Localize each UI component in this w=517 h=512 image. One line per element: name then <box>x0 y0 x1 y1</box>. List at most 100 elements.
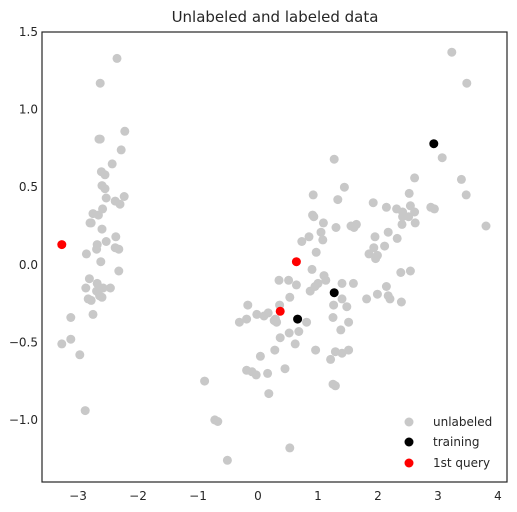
x-tick-label: 4 <box>494 489 502 503</box>
point-unlabeled <box>213 417 223 426</box>
point-unlabeled <box>348 278 358 288</box>
x-tick-label: 2 <box>374 489 382 503</box>
point-unlabeled <box>329 300 339 310</box>
point-unlabeled <box>120 126 130 136</box>
point-training <box>329 288 339 298</box>
legend-marker-training <box>404 437 414 447</box>
point-unlabeled <box>284 275 294 285</box>
point-unlabeled <box>119 192 129 201</box>
point-unlabeled <box>88 309 98 319</box>
point-unlabeled <box>447 47 457 57</box>
point-unlabeled <box>313 278 323 288</box>
point-unlabeled <box>222 455 232 465</box>
point-unlabeled <box>328 313 338 322</box>
point-unlabeled <box>398 212 408 222</box>
point-unlabeled <box>259 311 269 321</box>
point-unlabeled <box>285 292 295 302</box>
point-unlabeled <box>311 345 321 355</box>
point-unlabeled <box>410 218 420 228</box>
point-unlabeled <box>339 182 349 192</box>
point-unlabeled <box>410 173 420 183</box>
point-unlabeled <box>275 333 285 343</box>
point-unlabeled <box>331 223 341 232</box>
point-unlabeled <box>321 275 331 285</box>
legend-label-training: training <box>433 435 480 449</box>
y-tick-label: −0.5 <box>9 335 38 349</box>
y-tick-label: 0.5 <box>19 180 38 194</box>
x-tick-label: 3 <box>434 489 442 503</box>
point-unlabeled <box>291 280 301 290</box>
point-unlabeled <box>105 283 115 293</box>
point-unlabeled <box>336 325 346 335</box>
point-unlabeled <box>96 257 106 267</box>
point-unlabeled <box>200 376 210 386</box>
point-unlabeled <box>280 364 290 374</box>
plot-frame <box>41 31 508 483</box>
point-unlabeled <box>337 294 347 304</box>
point-unlabeled <box>371 254 381 264</box>
point-unlabeled <box>66 334 76 344</box>
point-unlabeled <box>330 381 340 391</box>
point-unlabeled <box>116 145 126 155</box>
point-unlabeled <box>81 283 91 293</box>
point-unlabeled <box>234 317 244 327</box>
point-unlabeled <box>97 224 107 234</box>
point-unlabeled <box>290 339 300 349</box>
point-unlabeled <box>81 249 91 259</box>
legend-marker-unlabeled <box>404 417 414 427</box>
point-unlabeled <box>396 297 406 307</box>
point-unlabeled <box>404 188 414 198</box>
chart-title: Unlabeled and labeled data <box>172 8 379 26</box>
point-unlabeled <box>92 244 102 254</box>
point-unlabeled <box>100 170 110 180</box>
legend: unlabeled training 1st query <box>404 415 492 470</box>
point-unlabeled <box>297 237 307 246</box>
point-unlabeled <box>326 354 336 364</box>
point-unlabeled <box>243 300 253 310</box>
point-unlabeled <box>330 347 340 357</box>
point-unlabeled <box>405 266 415 276</box>
point-unlabeled <box>86 295 96 305</box>
point-unlabeled <box>392 204 402 214</box>
point-unlabeled <box>344 345 354 355</box>
points-layer <box>57 47 491 465</box>
point-unlabeled <box>302 317 312 327</box>
point-unlabeled <box>481 221 491 231</box>
point-1st-query <box>275 306 285 316</box>
point-1st-query <box>291 257 301 267</box>
point-unlabeled <box>284 328 294 338</box>
point-unlabeled <box>351 219 361 229</box>
point-unlabeled <box>383 227 393 237</box>
point-unlabeled <box>461 190 471 200</box>
point-unlabeled <box>308 190 318 200</box>
legend-marker-query <box>404 458 414 468</box>
point-unlabeled <box>263 368 273 378</box>
point-unlabeled <box>285 443 295 453</box>
point-unlabeled <box>381 202 391 212</box>
y-tick-label: 0.0 <box>19 258 38 272</box>
point-unlabeled <box>270 345 280 355</box>
point-unlabeled <box>305 286 315 296</box>
point-unlabeled <box>66 313 76 322</box>
point-unlabeled <box>294 327 304 336</box>
y-tick-label: 1.5 <box>19 25 38 39</box>
point-unlabeled <box>462 78 472 88</box>
y-axis-ticks: −1.0 −0.5 0.0 0.5 1.0 1.5 <box>9 25 38 427</box>
x-tick-label: −2 <box>129 489 147 503</box>
point-unlabeled <box>342 302 352 312</box>
point-unlabeled <box>368 198 378 208</box>
point-unlabeled <box>251 370 261 380</box>
point-unlabeled <box>100 184 110 194</box>
point-unlabeled <box>311 247 321 257</box>
point-unlabeled <box>392 233 402 243</box>
point-unlabeled <box>405 201 415 211</box>
point-1st-query <box>57 240 67 250</box>
point-training <box>293 314 303 324</box>
point-unlabeled <box>370 232 380 242</box>
x-tick-label: −1 <box>189 489 207 503</box>
point-unlabeled <box>111 232 121 242</box>
point-unlabeled <box>86 218 96 228</box>
point-unlabeled <box>93 210 103 220</box>
legend-label-query: 1st query <box>433 456 490 470</box>
